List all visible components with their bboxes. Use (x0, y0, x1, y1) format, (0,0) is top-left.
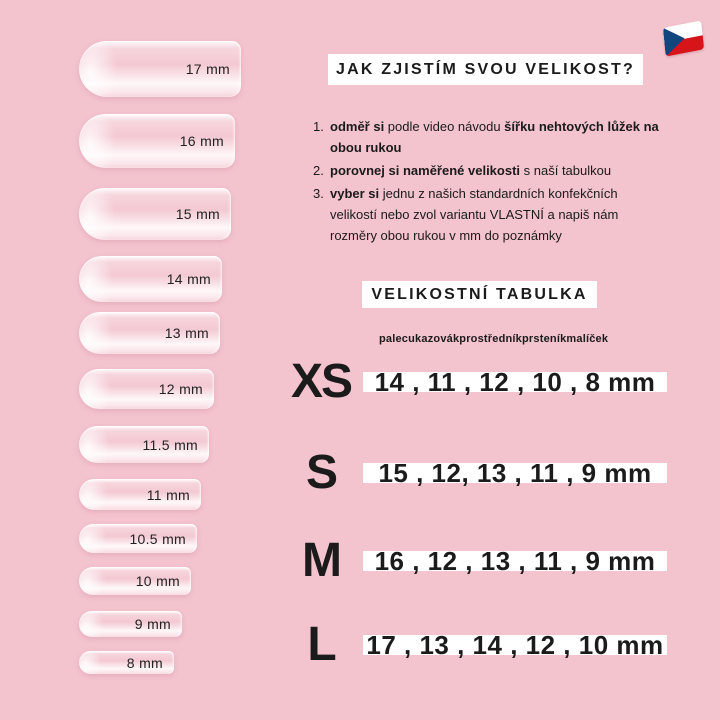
size-values: 14 , 11 , 12 , 10 , 8 mm (374, 366, 656, 397)
nail-size-label: 16 mm (179, 133, 224, 149)
nail-tip: 11.5 mm (79, 426, 209, 463)
how-to-title: JAK ZJISTÍM SVOU VELIKOST? (328, 54, 643, 85)
instruction-step-1: 1. odměř si podle video návodu šířku neh… (313, 116, 665, 158)
nail-tip: 17 mm (79, 41, 241, 97)
step-text-bold: šířku nehtových lůžek na obou rukou (330, 119, 659, 155)
nail-size-label: 12 mm (158, 381, 203, 397)
instruction-list: 1. odměř si podle video návodu šířku neh… (313, 116, 665, 248)
step-text-bold: vyber si (330, 186, 380, 201)
size-label: XS (290, 355, 353, 408)
nail-size-label: 17 mm (185, 61, 230, 77)
finger-header-malicek: malíček (566, 333, 609, 345)
size-values: 15 , 12, 13 , 11 , 9 mm (378, 457, 652, 488)
finger-header-ukazovak: ukazovák (408, 333, 460, 345)
size-label: M (302, 534, 342, 587)
finger-header-palec: palec (379, 333, 409, 345)
czech-flag-body (662, 20, 705, 57)
size-values-bar: 15 , 12, 13 , 11 , 9 mm (363, 458, 667, 488)
step-text-normal: jednu z našich standardních konfekčních … (330, 186, 619, 243)
size-values-bar: 16 , 12 , 13 , 11 , 9 mm (363, 546, 667, 576)
finger-header-prostrednik: prostředník (459, 333, 522, 345)
nail-tip: 9 mm (79, 611, 182, 637)
instruction-step-2: 2. porovnej si naměřené velikosti s naší… (313, 160, 665, 181)
nail-size-label: 14 mm (166, 271, 211, 287)
czech-flag-icon (662, 20, 705, 57)
nail-tip: 11 mm (79, 479, 201, 510)
step-number: 1. (313, 119, 324, 134)
nail-size-label: 15 mm (175, 206, 220, 222)
nail-tip: 16 mm (79, 114, 235, 168)
size-label: L (307, 618, 336, 671)
step-text: odměř si podle video návodu šířku nehtov… (330, 116, 665, 158)
step-text: porovnej si naměřené velikosti s naší ta… (330, 160, 665, 181)
step-text-bold: odměř si (330, 119, 385, 134)
size-row-s: S 15 , 12, 13 , 11 , 9 mm (285, 446, 667, 499)
nail-size-label: 13 mm (164, 325, 209, 341)
step-number: 3. (313, 186, 324, 201)
nail-tip: 15 mm (79, 188, 231, 240)
nail-size-label: 8 mm (126, 654, 163, 671)
nail-tip: 13 mm (79, 312, 220, 354)
size-values-bar: 14 , 11 , 12 , 10 , 8 mm (363, 367, 667, 397)
nail-size-label: 10.5 mm (129, 530, 186, 547)
nail-size-label: 10 mm (135, 573, 180, 589)
step-text-bold: porovnej si naměřené velikosti (330, 163, 521, 178)
size-table-title: VELIKOSTNÍ TABULKA (362, 281, 597, 308)
nail-size-label: 11.5 mm (142, 436, 198, 453)
step-text-normal: s naší tabulkou (520, 163, 612, 178)
finger-header-row: palec ukazovák prostředník prsteník malí… (379, 333, 608, 345)
size-values-bar: 17 , 13 , 14 , 12 , 10 mm (363, 630, 667, 660)
nail-tip: 14 mm (79, 256, 222, 302)
step-text: vyber si jednu z našich standardních kon… (330, 183, 665, 246)
nail-tip: 12 mm (79, 369, 214, 409)
nail-tip: 10 mm (79, 567, 191, 595)
nail-tip: 8 mm (79, 651, 174, 674)
size-row-xs: XS 14 , 11 , 12 , 10 , 8 mm (285, 355, 667, 408)
size-row-l: L 17 , 13 , 14 , 12 , 10 mm (285, 618, 667, 671)
step-number: 2. (313, 163, 324, 178)
size-values: 16 , 12 , 13 , 11 , 9 mm (374, 545, 656, 576)
nail-size-label: 11 mm (146, 486, 190, 503)
nail-size-label: 9 mm (134, 616, 171, 632)
nail-tip: 10.5 mm (79, 524, 197, 553)
size-values: 17 , 13 , 14 , 12 , 10 mm (366, 629, 664, 660)
instruction-step-3: 3. vyber si jednu z našich standardních … (313, 183, 665, 246)
step-text-normal: podle video návodu (384, 119, 505, 134)
finger-header-prstenik: prsteník (522, 333, 567, 345)
size-label: S (305, 446, 338, 499)
size-row-m: M 16 , 12 , 13 , 11 , 9 mm (285, 534, 667, 587)
